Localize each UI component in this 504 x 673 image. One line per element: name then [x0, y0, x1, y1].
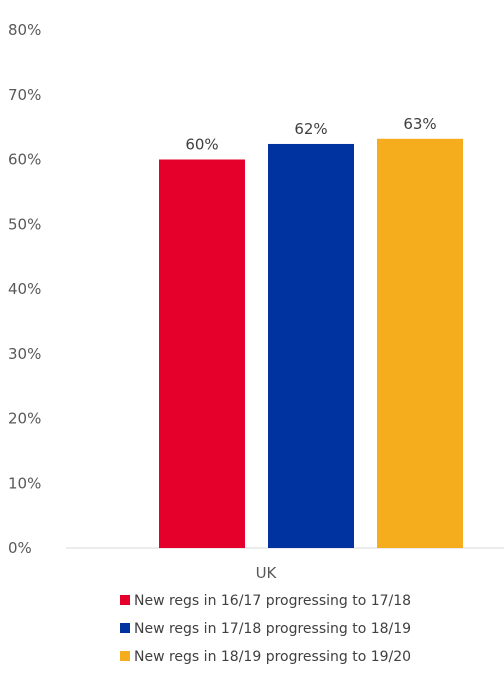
y-tick-label: 70% [8, 86, 41, 104]
legend-swatch-series-1 [120, 595, 130, 605]
y-axis-tick-labels: 0% 10% 20% 30% 40% 50% 60% 70% 80% [8, 21, 41, 557]
data-label-series-3: 63% [403, 115, 436, 133]
y-tick-label: 80% [8, 21, 41, 39]
y-tick-label: 0% [8, 539, 32, 557]
data-label-series-1: 60% [185, 136, 218, 154]
y-tick-label: 50% [8, 215, 41, 233]
legend-label-series-2: New regs in 17/18 progressing to 18/19 [134, 621, 411, 637]
legend-swatch-series-3 [120, 651, 130, 661]
bar-series-3 [377, 138, 463, 548]
y-tick-label: 40% [8, 280, 41, 298]
y-tick-label: 30% [8, 345, 41, 363]
y-tick-label: 60% [8, 151, 41, 169]
bar-group [159, 138, 463, 548]
data-label-group: 60% 62% 63% [185, 115, 436, 154]
x-category-label: UK [256, 564, 278, 582]
bar-series-1 [159, 159, 245, 548]
legend-label-series-1: New regs in 16/17 progressing to 17/18 [134, 593, 411, 609]
y-tick-label: 10% [8, 474, 41, 492]
data-label-series-2: 62% [294, 120, 327, 138]
y-tick-label: 20% [8, 410, 41, 428]
bar-series-2 [268, 143, 354, 548]
legend: New regs in 16/17 progressing to 17/18 Ne… [120, 593, 411, 665]
legend-label-series-3: New regs in 18/19 progressing to 19/20 [134, 649, 411, 665]
legend-swatch-series-2 [120, 623, 130, 633]
